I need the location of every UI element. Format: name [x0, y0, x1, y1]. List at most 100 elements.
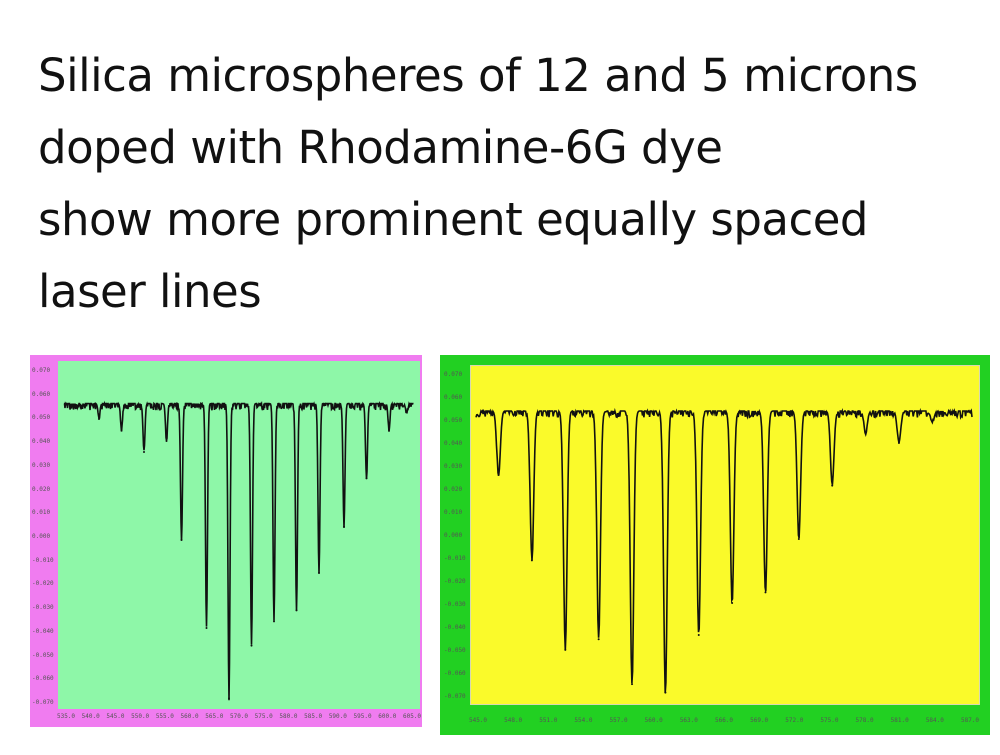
- y-tick-label: -0.030: [444, 601, 466, 608]
- x-tick-label: 565.0: [205, 713, 224, 720]
- left-dip-point-14: [388, 429, 390, 431]
- left-dip-point-2: [120, 429, 123, 431]
- left-dip-point-10: [295, 609, 298, 612]
- right-dip-point-3: [564, 648, 567, 651]
- left-dip-point-4: [165, 440, 168, 442]
- right-dip-point-5: [631, 683, 634, 686]
- right-dip-point-2: [530, 559, 533, 562]
- x-tick-label: 587.0: [960, 717, 980, 724]
- left-dip-point-8: [250, 644, 253, 647]
- y-tick-label: -0.020: [444, 578, 466, 585]
- x-tick-label: 605.0: [402, 713, 422, 720]
- title-line-3: show more prominent equally spaced: [38, 193, 868, 246]
- title-line-1: Silica microspheres of 12 and 5 microns: [38, 49, 918, 102]
- x-tick-label: 540.0: [81, 713, 100, 720]
- x-tick-label: 560.0: [644, 717, 663, 724]
- x-tick-label: 572.0: [785, 717, 804, 724]
- y-tick-label: -0.070: [444, 693, 466, 700]
- y-tick-label: -0.040: [32, 627, 54, 635]
- left-dip-point-13: [365, 477, 368, 480]
- x-tick-label: 578.0: [855, 717, 874, 724]
- y-tick-label: -0.010: [444, 555, 466, 562]
- left-spectrum-panel: 0.070 0.060 0.050 0.040 0.030 0.020 0.010 0.000…: [30, 355, 422, 727]
- y-tick-label: 0.070: [444, 371, 463, 378]
- left-dip-point-3: [143, 451, 145, 453]
- y-tick-label: 0.030: [444, 463, 463, 470]
- y-tick-label: -0.030: [32, 604, 54, 612]
- left-plot-area: [58, 361, 420, 709]
- x-tick-label: 584.0: [925, 717, 944, 724]
- title-line-2: doped with Rhodamine-6G dye: [38, 121, 723, 174]
- right-dip-point-12: [864, 431, 867, 434]
- left-dip-point-1: [98, 418, 100, 420]
- right-dip-point-1: [497, 474, 500, 476]
- y-tick-label: 0.050: [32, 414, 51, 422]
- y-tick-label: 0.060: [444, 394, 463, 401]
- y-tick-label: 0.060: [32, 390, 51, 398]
- left-dip-point-5: [180, 539, 183, 541]
- x-tick-label: 595.0: [353, 713, 372, 720]
- y-tick-label: -0.050: [32, 651, 54, 659]
- left-spectrum-trace: [63, 400, 414, 701]
- x-tick-label: 580.0: [279, 713, 298, 720]
- y-tick-label: 0.070: [32, 367, 51, 374]
- x-tick-label: 545.0: [106, 713, 125, 720]
- y-tick-label: -0.020: [32, 580, 54, 588]
- right-dip-point-4: [597, 638, 600, 641]
- right-spectrum-trace: [475, 407, 973, 693]
- y-tick-label: -0.070: [32, 699, 54, 706]
- x-tick-label: 581.0: [890, 717, 909, 724]
- left-dip-point-7: [228, 697, 230, 700]
- x-tick-label: 551.0: [539, 717, 558, 724]
- y-tick-label: 0.040: [32, 438, 51, 446]
- right-plot-area: [470, 365, 980, 705]
- right-spectrum-svg: [475, 407, 973, 694]
- right-dip-point-13: [897, 442, 900, 444]
- x-tick-label: 569.0: [750, 717, 769, 724]
- y-tick-label: -0.060: [32, 675, 54, 683]
- left-dip-point-11: [318, 572, 320, 574]
- x-tick-label: 590.0: [328, 713, 347, 720]
- y-tick-label: -0.050: [444, 647, 466, 654]
- y-tick-label: -0.040: [444, 624, 466, 631]
- x-tick-label: 570.0: [229, 713, 249, 720]
- y-tick-label: 0.040: [444, 440, 463, 447]
- right-dip-point-6: [664, 691, 667, 694]
- right-dip-point-7: [697, 634, 700, 636]
- y-tick-label: -0.060: [444, 670, 466, 677]
- y-tick-label: 0.010: [444, 509, 463, 516]
- title-line-4: laser lines: [38, 265, 262, 318]
- right-dip-point-14: [931, 420, 934, 423]
- slide-title: Silica microspheres of 12 and 5 microns …: [38, 40, 978, 328]
- right-dip-point-8: [731, 602, 734, 604]
- left-dip-point-12: [343, 525, 345, 528]
- x-tick-label: 575.0: [254, 713, 273, 720]
- y-tick-label: -0.010: [32, 556, 54, 564]
- y-tick-label: 0.000: [32, 533, 51, 540]
- x-tick-label: 554.0: [574, 717, 593, 724]
- x-tick-label: 560.0: [180, 713, 199, 720]
- x-tick-label: 545.0: [468, 717, 488, 724]
- x-tick-label: 548.0: [504, 717, 523, 724]
- y-tick-label: 0.010: [32, 509, 51, 517]
- x-tick-label: 550.0: [131, 713, 150, 720]
- right-dip-point-10: [797, 538, 800, 540]
- y-tick-label: 0.000: [444, 532, 463, 539]
- y-tick-label: 0.020: [32, 485, 51, 493]
- x-tick-label: 563.0: [679, 717, 698, 724]
- x-tick-label: 566.0: [714, 717, 734, 724]
- x-tick-label: 600.0: [378, 713, 397, 720]
- right-spectrum-panel: 0.070 0.060 0.050 0.040 0.030 0.020 0.010 0.000…: [440, 355, 990, 735]
- y-tick-label: 0.050: [444, 417, 463, 424]
- x-tick-label: 557.0: [609, 717, 628, 724]
- left-dip-point-9: [273, 620, 275, 623]
- y-tick-label: 0.030: [32, 461, 51, 469]
- y-tick-label: 0.020: [444, 486, 463, 493]
- right-dip-point-9: [764, 591, 767, 594]
- x-tick-label: 575.0: [820, 717, 839, 724]
- right-dip-point-11: [831, 484, 834, 487]
- x-tick-label: 555.0: [155, 713, 174, 720]
- left-spectrum-svg: [63, 400, 414, 701]
- left-dip-point-6: [205, 627, 208, 629]
- x-tick-label: 585.0: [304, 713, 323, 720]
